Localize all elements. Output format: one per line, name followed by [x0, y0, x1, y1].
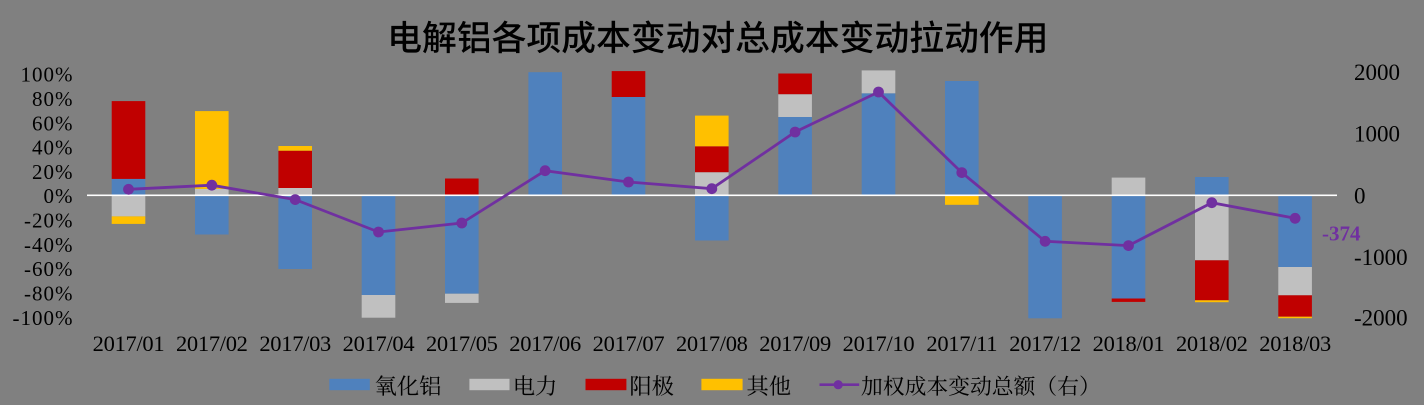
- svg-text:40%: 40%: [32, 136, 74, 160]
- svg-text:2017/04: 2017/04: [343, 331, 415, 356]
- svg-text:80%: 80%: [32, 87, 74, 111]
- svg-text:-80%: -80%: [24, 282, 74, 306]
- svg-text:2018/01: 2018/01: [1093, 331, 1165, 356]
- svg-text:0: 0: [1354, 183, 1366, 208]
- svg-text:2017/03: 2017/03: [259, 331, 331, 356]
- svg-text:2017/09: 2017/09: [759, 331, 831, 356]
- svg-text:-374: -374: [1322, 221, 1361, 245]
- svg-text:20%: 20%: [32, 160, 74, 184]
- svg-text:2017/05: 2017/05: [426, 331, 498, 356]
- svg-text:2017/10: 2017/10: [843, 331, 915, 356]
- svg-text:2017/12: 2017/12: [1009, 331, 1081, 356]
- svg-text:100%: 100%: [21, 63, 74, 87]
- svg-text:2017/01: 2017/01: [93, 331, 165, 356]
- svg-text:1000: 1000: [1354, 122, 1400, 147]
- svg-text:2017/02: 2017/02: [176, 331, 248, 356]
- svg-text:2017/11: 2017/11: [926, 331, 997, 356]
- svg-text:-60%: -60%: [24, 257, 74, 281]
- svg-text:60%: 60%: [32, 111, 74, 135]
- svg-text:2018/02: 2018/02: [1176, 331, 1248, 356]
- svg-text:2017/08: 2017/08: [676, 331, 748, 356]
- svg-text:-20%: -20%: [24, 209, 74, 233]
- svg-text:2018/03: 2018/03: [1259, 331, 1331, 356]
- svg-text:2017/07: 2017/07: [593, 331, 665, 356]
- svg-text:2017/06: 2017/06: [509, 331, 581, 356]
- svg-text:-2000: -2000: [1354, 306, 1408, 331]
- svg-text:0%: 0%: [44, 184, 74, 208]
- svg-text:2000: 2000: [1354, 60, 1400, 85]
- svg-text:-100%: -100%: [13, 306, 74, 330]
- svg-text:-40%: -40%: [24, 233, 74, 257]
- svg-text:-1000: -1000: [1354, 245, 1408, 270]
